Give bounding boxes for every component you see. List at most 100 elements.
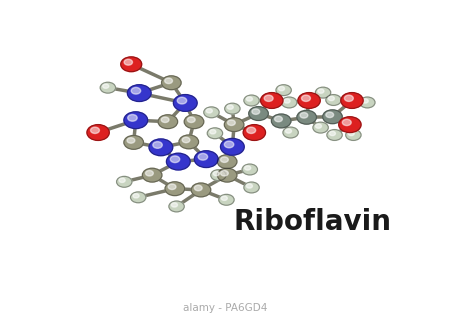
Circle shape — [194, 151, 218, 167]
Circle shape — [127, 85, 151, 101]
Circle shape — [221, 196, 227, 200]
Circle shape — [165, 78, 172, 84]
Circle shape — [225, 118, 244, 132]
Circle shape — [119, 178, 125, 182]
Circle shape — [242, 164, 257, 175]
Circle shape — [244, 95, 259, 106]
Circle shape — [169, 201, 184, 212]
Circle shape — [225, 103, 240, 114]
Circle shape — [329, 131, 335, 136]
Circle shape — [245, 166, 251, 170]
Text: Riboflavin: Riboflavin — [234, 208, 392, 236]
Circle shape — [285, 129, 292, 133]
Circle shape — [220, 139, 244, 155]
Circle shape — [300, 113, 308, 118]
Circle shape — [100, 82, 116, 93]
Circle shape — [219, 194, 234, 205]
Circle shape — [341, 92, 363, 108]
Circle shape — [128, 115, 137, 121]
Circle shape — [261, 92, 283, 108]
Circle shape — [207, 128, 223, 139]
Circle shape — [162, 76, 181, 90]
Circle shape — [252, 109, 260, 114]
Circle shape — [198, 153, 207, 160]
Circle shape — [210, 130, 216, 134]
Circle shape — [124, 59, 132, 65]
Circle shape — [220, 171, 228, 176]
Circle shape — [227, 105, 233, 109]
Circle shape — [191, 183, 211, 197]
Circle shape — [206, 108, 212, 113]
Circle shape — [323, 110, 342, 124]
Circle shape — [276, 85, 291, 96]
Circle shape — [121, 57, 142, 72]
Circle shape — [313, 122, 328, 133]
Circle shape — [124, 135, 144, 149]
Circle shape — [246, 184, 252, 188]
Circle shape — [220, 157, 228, 163]
Circle shape — [127, 138, 135, 143]
Circle shape — [166, 153, 190, 170]
Circle shape — [90, 127, 99, 133]
Circle shape — [243, 124, 266, 140]
Circle shape — [194, 185, 202, 191]
Circle shape — [184, 115, 204, 129]
Circle shape — [131, 87, 141, 94]
Circle shape — [302, 95, 310, 101]
Circle shape — [328, 96, 334, 101]
Circle shape — [315, 87, 331, 98]
Circle shape — [224, 141, 234, 148]
Circle shape — [153, 142, 162, 148]
Circle shape — [211, 170, 226, 180]
Circle shape — [282, 97, 297, 108]
Circle shape — [204, 107, 219, 118]
Circle shape — [247, 127, 256, 133]
Circle shape — [327, 130, 342, 140]
Circle shape — [170, 156, 180, 163]
Circle shape — [179, 135, 198, 149]
Circle shape — [168, 184, 176, 189]
Circle shape — [133, 194, 139, 198]
Circle shape — [360, 97, 375, 108]
Circle shape — [217, 155, 237, 169]
Circle shape — [158, 115, 178, 129]
Circle shape — [187, 117, 195, 123]
Circle shape — [284, 99, 290, 103]
Circle shape — [165, 182, 184, 196]
Circle shape — [344, 95, 353, 101]
Circle shape — [177, 97, 187, 104]
Text: alamy - PA6GD4: alamy - PA6GD4 — [183, 303, 267, 314]
Circle shape — [171, 203, 177, 207]
Circle shape — [348, 131, 354, 136]
Circle shape — [298, 92, 320, 108]
Circle shape — [103, 84, 109, 88]
Circle shape — [161, 117, 169, 123]
Circle shape — [283, 127, 298, 138]
Circle shape — [182, 137, 190, 143]
Circle shape — [173, 95, 197, 111]
Circle shape — [117, 176, 132, 187]
Circle shape — [227, 120, 235, 125]
Circle shape — [249, 107, 268, 120]
Circle shape — [274, 116, 282, 122]
Circle shape — [217, 168, 237, 182]
Circle shape — [149, 139, 173, 156]
Circle shape — [362, 99, 368, 103]
Circle shape — [244, 182, 259, 193]
Circle shape — [246, 97, 252, 101]
Circle shape — [213, 172, 219, 176]
Circle shape — [87, 124, 109, 140]
Circle shape — [142, 168, 162, 182]
Circle shape — [130, 192, 146, 203]
Circle shape — [339, 117, 361, 132]
Circle shape — [326, 95, 341, 105]
Circle shape — [145, 171, 153, 176]
Circle shape — [346, 130, 361, 140]
Circle shape — [297, 110, 316, 124]
Circle shape — [342, 119, 351, 125]
Circle shape — [124, 112, 148, 129]
Circle shape — [271, 114, 291, 128]
Circle shape — [279, 86, 284, 91]
Circle shape — [326, 112, 333, 117]
Circle shape — [264, 95, 273, 101]
